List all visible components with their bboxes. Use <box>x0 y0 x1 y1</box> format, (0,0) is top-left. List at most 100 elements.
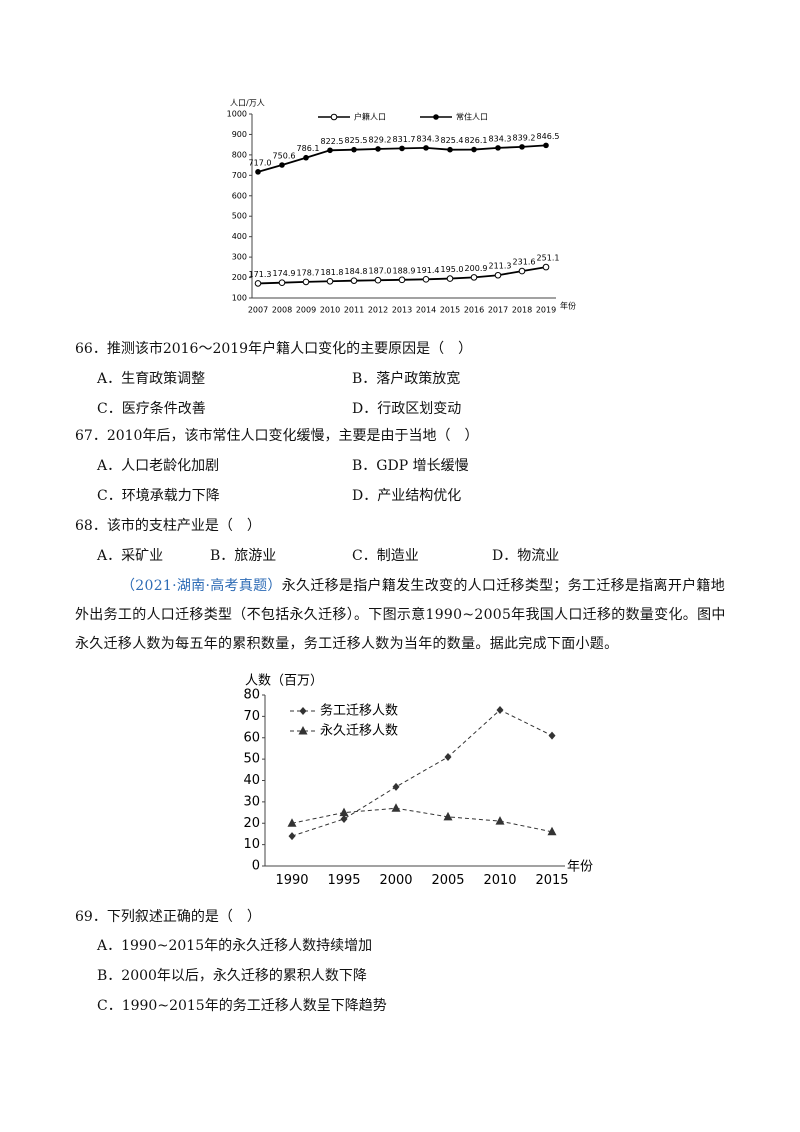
x-tick-label: 2015 <box>440 306 460 315</box>
point <box>374 276 382 284</box>
legend-label: 永久迁移人数 <box>320 724 398 739</box>
data-label: 181.8 <box>321 268 344 277</box>
legend-marker <box>299 707 307 715</box>
x-tick-label: 1990 <box>275 873 308 888</box>
option: A．人口老龄化加剧 <box>97 458 220 474</box>
point <box>444 752 452 761</box>
data-label: 826.1 <box>465 136 488 145</box>
point <box>447 146 453 153</box>
point <box>278 279 286 286</box>
point <box>255 169 261 175</box>
point <box>303 154 309 161</box>
option: B．旅游业 <box>210 548 277 564</box>
point <box>254 280 262 287</box>
y-tick-label: 60 <box>243 730 260 745</box>
y-tick-label: 10 <box>243 837 260 852</box>
legend-marker <box>298 726 308 735</box>
data-label: 251.1 <box>537 254 560 263</box>
point <box>302 278 310 286</box>
point <box>519 144 525 150</box>
point <box>327 147 333 154</box>
passage-text: 永久迁移是指户籍发生改变的人口迁移类型；务工迁移是指离开户籍地外出务工的人口迁移… <box>75 578 726 652</box>
data-label: 846.5 <box>537 132 560 141</box>
x-tick-label: 2010 <box>483 873 516 888</box>
data-label: 188.9 <box>393 266 416 275</box>
option: B．落户政策放宽 <box>352 371 461 387</box>
y-axis-label: 人口/万人 <box>230 99 265 108</box>
y-tick-label: 800 <box>232 150 247 159</box>
data-label: 195.0 <box>441 265 464 274</box>
point <box>326 277 334 285</box>
point <box>287 818 297 827</box>
y-tick-label: 900 <box>232 130 247 139</box>
point <box>340 814 348 823</box>
x-axis-label: 年份 <box>567 860 593 875</box>
passage: （2021·湖南·高考真题）永久迁移是指户籍发生改变的人口迁移类型；务工迁移是指… <box>75 572 727 659</box>
option: C．医疗条件改善 <box>97 401 206 417</box>
point <box>443 811 453 821</box>
y-tick-label: 1000 <box>227 110 247 119</box>
data-label: 786.1 <box>297 144 320 153</box>
point <box>542 263 550 271</box>
x-tick-label: 2012 <box>368 306 388 315</box>
legend-label: 常住人口 <box>456 112 488 122</box>
legend-label: 户籍人口 <box>354 112 386 122</box>
data-label: 834.3 <box>417 134 440 143</box>
x-tick-label: 2015 <box>535 873 568 888</box>
data-label: 211.3 <box>489 262 512 271</box>
x-tick-label: 1995 <box>327 873 360 888</box>
question-stem: 66．推测该市2016～2019年户籍人口变化的主要原因是（ ） <box>75 341 473 357</box>
y-tick-label: 30 <box>243 794 260 809</box>
y-tick-label: 300 <box>232 253 247 262</box>
data-label: 717.0 <box>249 158 272 167</box>
y-tick-label: 40 <box>243 773 260 788</box>
y-tick-label: 400 <box>232 232 247 241</box>
y-tick-label: 50 <box>243 752 260 767</box>
point <box>375 146 381 152</box>
data-label: 839.2 <box>513 133 536 142</box>
legend-label: 务工迁移人数 <box>320 703 398 719</box>
option: A．采矿业 <box>97 548 164 564</box>
x-axis-label: 年份 <box>560 301 576 311</box>
point <box>279 162 285 168</box>
point <box>495 816 505 825</box>
point <box>423 145 429 151</box>
question-stem: 69．下列叙述正确的是（ ） <box>75 909 261 925</box>
y-tick-label: 70 <box>243 709 260 724</box>
point <box>494 271 502 279</box>
point <box>351 146 357 153</box>
data-label: 187.0 <box>369 267 392 276</box>
option: D．产业结构优化 <box>352 488 462 504</box>
point <box>446 275 454 282</box>
x-tick-label: 2019 <box>536 306 556 315</box>
point <box>339 807 349 817</box>
y-tick-label: 500 <box>232 212 247 221</box>
data-label: 171.3 <box>249 270 272 279</box>
option: B．2000年以后，永久迁移的累积人数下降 <box>97 968 367 984</box>
point <box>398 276 406 284</box>
point <box>422 276 430 283</box>
data-label: 829.2 <box>369 135 392 144</box>
y-tick-label: 600 <box>232 191 247 200</box>
question-stem: 68．该市的支柱产业是（ ） <box>75 518 261 534</box>
x-tick-label: 2014 <box>416 306 436 315</box>
point <box>391 803 401 812</box>
x-tick-label: 2008 <box>272 306 292 315</box>
point <box>496 705 504 714</box>
point <box>350 277 358 284</box>
point <box>470 274 478 281</box>
point <box>518 267 526 275</box>
point <box>392 782 400 791</box>
x-tick-label: 2018 <box>512 306 532 315</box>
point <box>399 145 405 152</box>
data-label: 184.8 <box>345 267 368 276</box>
option: C．1990~2015年的务工迁移人数呈下降趋势 <box>97 998 387 1014</box>
y-axis-label: 人数（百万） <box>245 674 323 689</box>
point <box>547 826 557 836</box>
y-tick-label: 700 <box>232 171 247 180</box>
data-label: 822.5 <box>321 137 344 146</box>
option: C．制造业 <box>352 548 419 564</box>
x-tick-label: 2009 <box>296 306 316 315</box>
data-label: 200.9 <box>465 264 488 273</box>
